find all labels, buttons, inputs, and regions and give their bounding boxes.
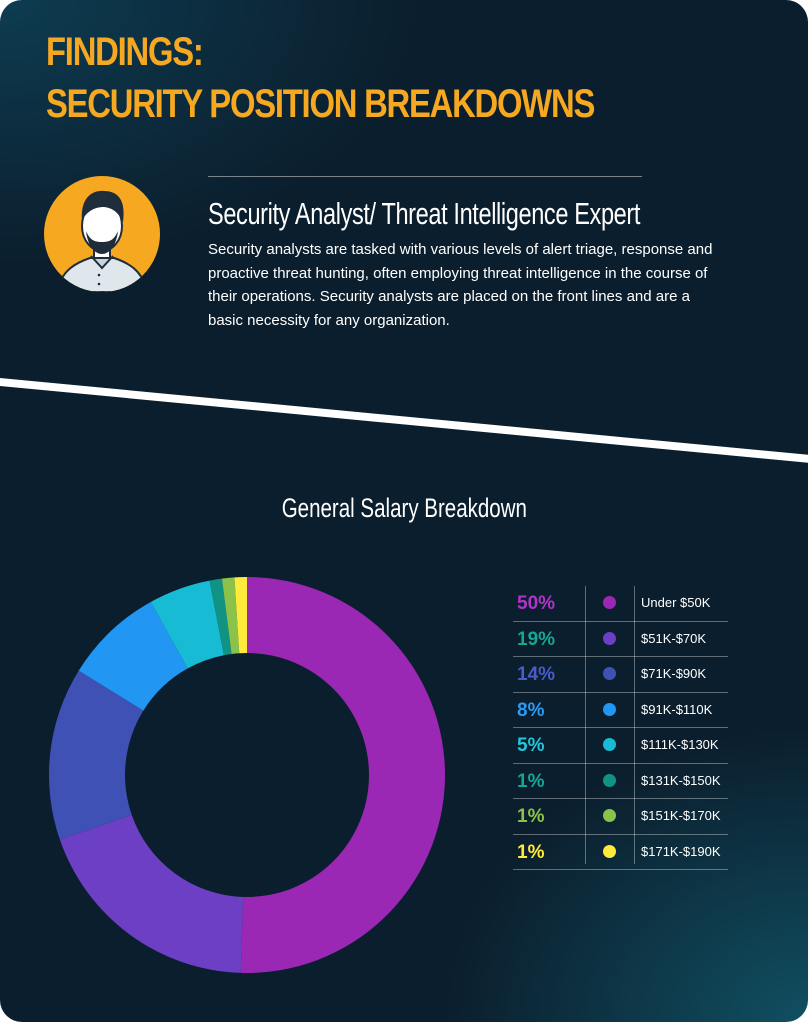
donut-slice-2 (59, 814, 244, 973)
legend-percent: 5% (517, 735, 545, 756)
page-title-line-2: SECURITY POSITION BREAKDOWNS (46, 82, 595, 126)
donut-slice-6 (209, 578, 232, 656)
legend-percent: 50% (517, 593, 556, 614)
legend-divider-1 (585, 586, 586, 864)
donut-slice-1 (240, 577, 445, 973)
legend-label: Under $50K (641, 595, 711, 610)
page-title: FINDINGS: SECURITY POSITION BREAKDOWNS (46, 26, 595, 130)
section-rule (208, 176, 642, 177)
legend-row: 19% $51K-$70K (513, 622, 728, 657)
legend-swatch (603, 738, 616, 751)
legend-percent: 1% (517, 841, 545, 863)
legend-swatch (603, 702, 616, 716)
legend-label: $111K-$130K (641, 737, 719, 752)
legend-row: 5% $111K-$130K (513, 728, 728, 764)
legend-swatch (603, 667, 616, 680)
legend-swatch (603, 809, 616, 822)
chart-title-text: General Salary Breakdown (281, 493, 527, 523)
role-description: Security analysts are tasked with variou… (208, 241, 713, 329)
legend-percent: 1% (517, 770, 545, 792)
legend-percent: 1% (517, 806, 545, 827)
legend-swatch (603, 631, 616, 645)
legend-row: 8% $91K-$110K (513, 693, 728, 728)
chart-legend: 50% Under $50K 19% $51K-$70K 14% $71K-$90K 8% $… (513, 586, 728, 870)
legend-label: $51K-$70K (641, 630, 707, 646)
legend-label: $151K-$170K (641, 808, 721, 823)
legend-swatch (603, 596, 616, 609)
legend-swatch (603, 773, 616, 787)
page-title-line-1: FINDINGS: (46, 30, 204, 74)
chart-title: General Salary Breakdown (0, 490, 808, 526)
donut-slice-4 (78, 601, 188, 711)
legend-row: 1% $131K-$150K (513, 764, 728, 799)
legend-label: $91K-$110K (641, 701, 713, 717)
legend-percent: 14% (517, 664, 556, 685)
legend-percent: 19% (517, 628, 556, 650)
donut-slice-5 (150, 580, 224, 669)
donut-slice-8 (234, 577, 247, 654)
legend-row: 1% $151K-$170K (513, 799, 728, 835)
person-avatar-icon (44, 176, 160, 292)
legend-label: $131K-$150K (641, 772, 721, 788)
legend-label: $171K-$190K (641, 843, 721, 859)
legend-row: 1% $171K-$190K (513, 835, 728, 870)
donut-slice-3 (49, 670, 144, 840)
legend-row: 50% Under $50K (513, 586, 728, 622)
legend-divider-2 (634, 586, 635, 864)
legend-row: 14% $71K-$90K (513, 657, 728, 693)
salary-donut-chart (49, 577, 445, 973)
diagonal-divider (0, 378, 808, 463)
legend-swatch (603, 844, 616, 858)
legend-label: $71K-$90K (641, 666, 707, 681)
legend-percent: 8% (517, 699, 545, 721)
donut-slice-7 (221, 577, 240, 654)
role-title: Security Analyst/ Threat Intelligence Ex… (208, 196, 641, 231)
